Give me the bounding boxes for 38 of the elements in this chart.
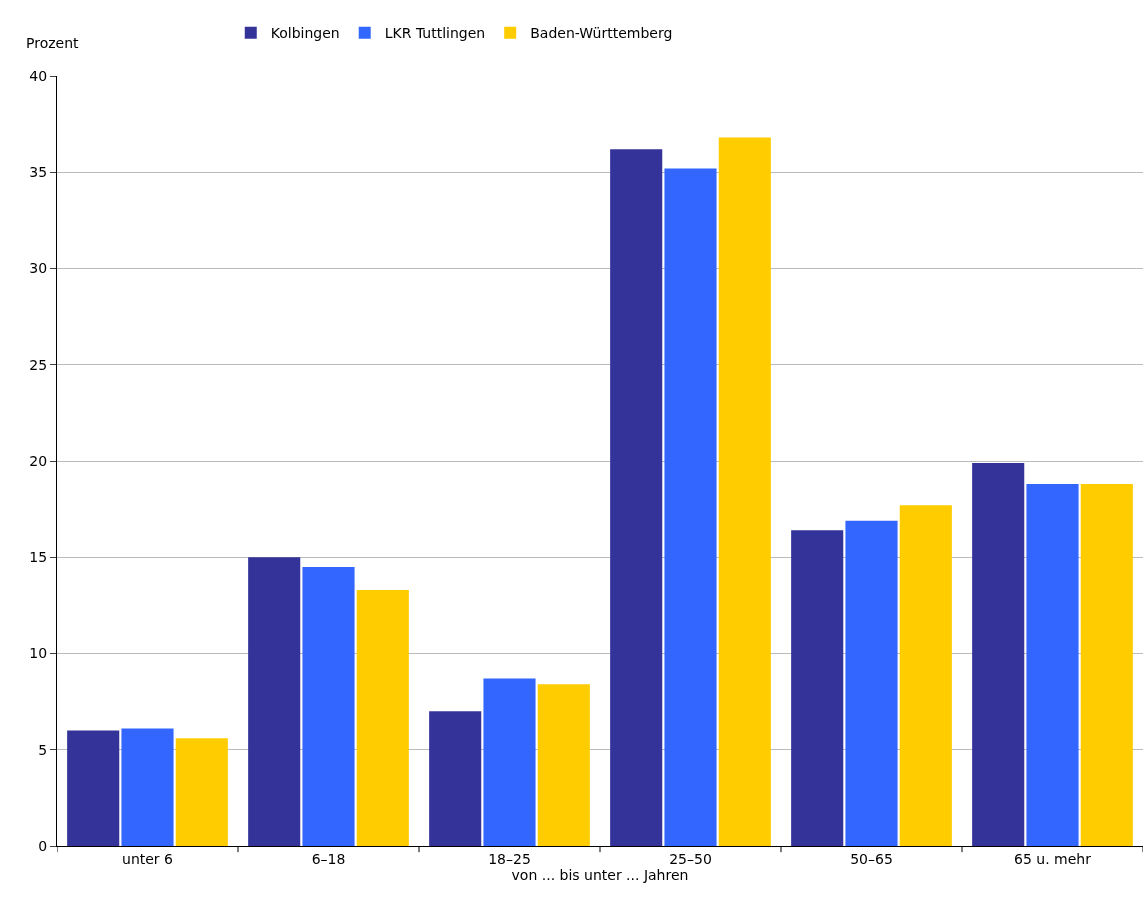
legend-label: LKR Tuttlingen xyxy=(384,25,486,42)
y-tick-label: 25 xyxy=(29,356,48,373)
y-tick-label: 35 xyxy=(29,164,48,181)
x-tick-label: 50–65 xyxy=(850,850,893,867)
y-tick-label: 20 xyxy=(29,452,48,469)
bar xyxy=(429,711,482,846)
bar xyxy=(175,738,228,846)
bar xyxy=(483,678,536,846)
bar xyxy=(845,520,898,846)
x-tick-label: unter 6 xyxy=(122,850,174,867)
bar xyxy=(537,684,590,846)
y-tick-label: 5 xyxy=(38,741,48,758)
y-tick-label: 0 xyxy=(38,837,48,854)
bar xyxy=(791,530,844,846)
x-tick-label: 25–50 xyxy=(669,850,712,867)
legend-label: Kolbingen xyxy=(270,25,340,42)
y-tick-label: 40 xyxy=(29,67,48,84)
bar xyxy=(664,168,717,846)
x-axis-title: von ... bis unter ... Jahren xyxy=(511,867,689,884)
y-tick-label: 30 xyxy=(29,260,48,277)
legend-label: Baden-Württemberg xyxy=(530,25,673,42)
bar xyxy=(67,730,120,846)
bar xyxy=(718,137,771,846)
bar xyxy=(1026,484,1079,846)
x-tick-label: 6–18 xyxy=(311,850,346,867)
bar xyxy=(1080,484,1133,846)
y-axis-title: Prozent xyxy=(26,35,80,51)
bar xyxy=(356,589,409,846)
bar xyxy=(610,149,663,846)
bar xyxy=(302,566,355,846)
y-tick-label: 10 xyxy=(29,645,48,662)
x-tick-label: 65 u. mehr xyxy=(1014,850,1092,867)
bar xyxy=(121,728,174,846)
bar xyxy=(972,462,1025,846)
bar xyxy=(899,505,952,846)
x-tick-label: 18–25 xyxy=(488,850,531,867)
y-tick-label: 15 xyxy=(29,549,48,566)
bar xyxy=(248,557,301,846)
